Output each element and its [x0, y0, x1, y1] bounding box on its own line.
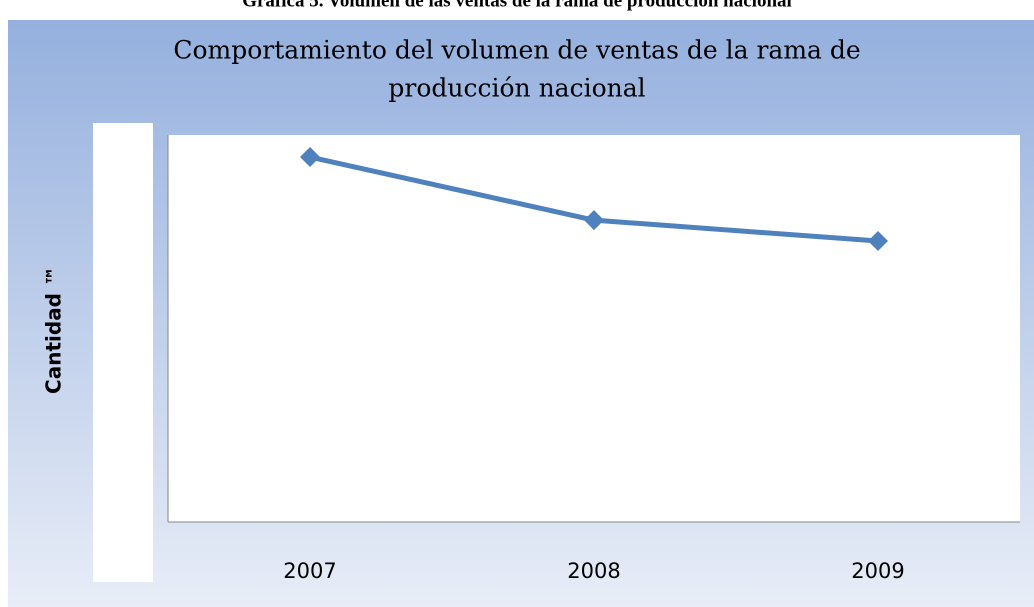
x-tick-label: 2008: [567, 559, 620, 583]
data-point: [300, 147, 320, 168]
chart-title: producción nacional: [388, 74, 645, 103]
plot-area: [168, 135, 1020, 522]
axis-cover: [93, 123, 153, 582]
x-tick-label: 2007: [283, 559, 336, 583]
chart-title: Comportamiento del volumen de ventas de …: [173, 36, 860, 65]
x-tick-label: 2009: [851, 559, 904, 583]
y-axis-label: Cantidad ™: [42, 266, 66, 394]
data-point: [868, 231, 888, 252]
data-point: [584, 210, 604, 231]
caption: Gráfica 5. Volumen de las ventas de la r…: [242, 0, 792, 11]
